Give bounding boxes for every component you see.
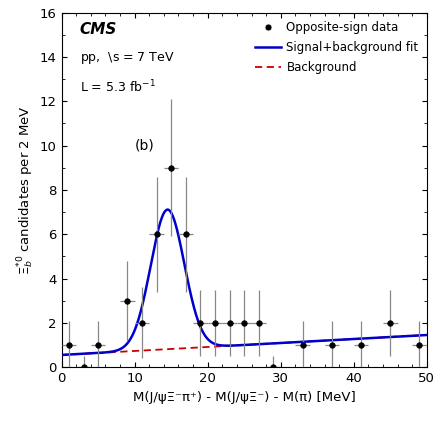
Text: (b): (b) [135, 138, 154, 152]
Text: pp,  $\backslash$s = 7 TeV: pp, $\backslash$s = 7 TeV [80, 50, 175, 66]
Text: CMS: CMS [80, 22, 117, 37]
Text: L = 5.3 fb$^{-1}$: L = 5.3 fb$^{-1}$ [80, 78, 156, 95]
X-axis label: M(J/ψΞ⁻π⁺) - M(J/ψΞ⁻) - M(π) [MeV]: M(J/ψΞ⁻π⁺) - M(J/ψΞ⁻) - M(π) [MeV] [133, 390, 356, 403]
Y-axis label: $\Xi_b^{*0}$ candidates per 2 MeV: $\Xi_b^{*0}$ candidates per 2 MeV [15, 105, 36, 275]
Legend: Opposite-sign data, Signal+background fit, Background: Opposite-sign data, Signal+background fi… [252, 19, 421, 76]
